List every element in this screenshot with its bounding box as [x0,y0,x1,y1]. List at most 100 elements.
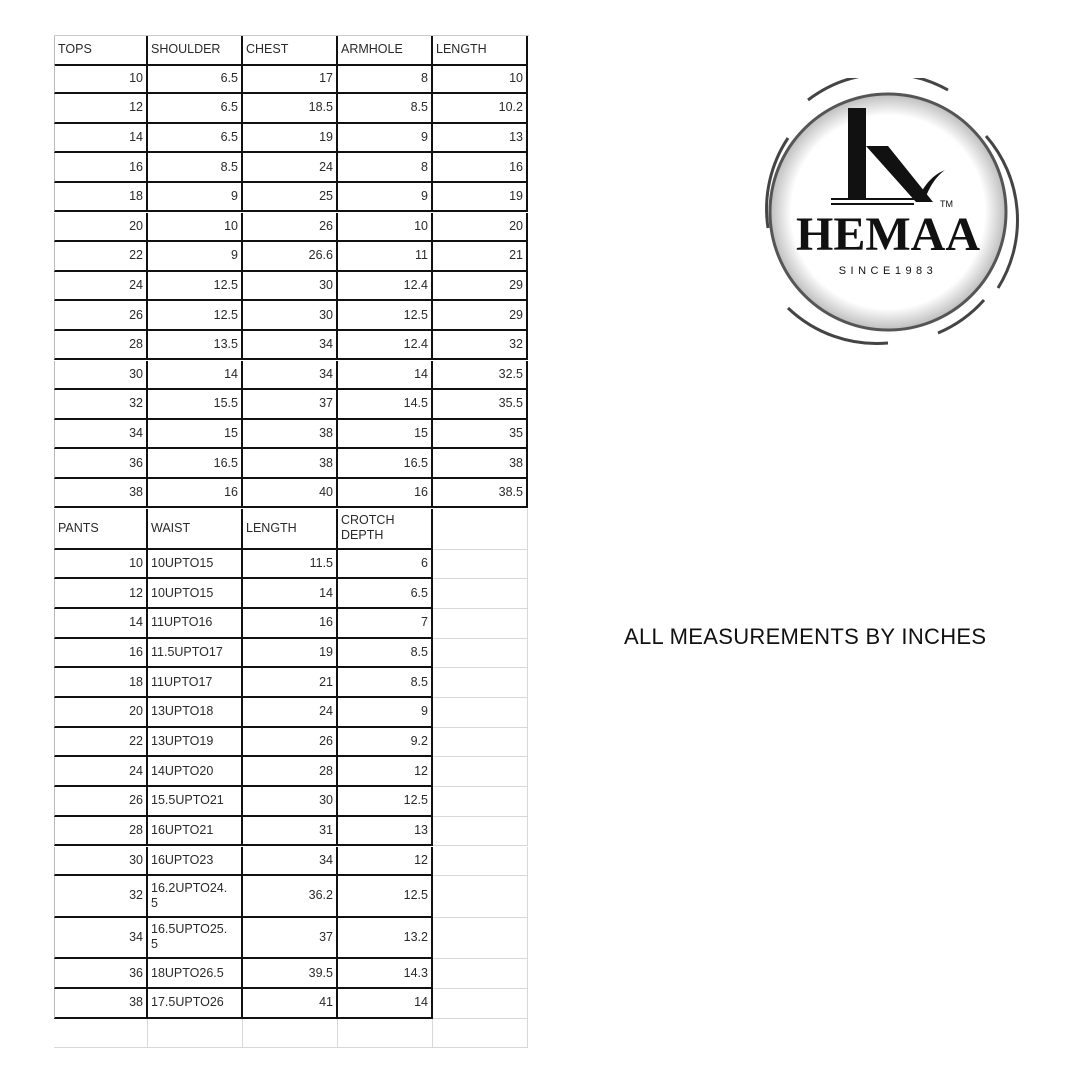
table-cell: 35 [433,419,528,450]
table-cell: 13.2 [338,917,433,960]
table-cell: 34 [54,917,148,960]
pants-row: 28 16UPTO21 31 13 [54,816,529,847]
table-cell: 13UPTO19 [148,727,243,758]
tops-row: 14 6.5 19 9 13 [54,123,529,154]
table-cell: 6.5 [148,64,243,95]
table-cell: 26 [243,727,338,758]
table-cell: 38 [433,449,528,479]
table-cell: 24 [54,271,148,302]
table-cell: 19 [243,638,338,669]
svg-text:TM: TM [940,199,953,209]
hemaa-logo: TM HEMAA SINCE1983 [765,78,1019,345]
table-cell: 12.5 [148,301,243,331]
table-cell: 32 [54,876,148,918]
table-cell: 32.5 [433,360,528,391]
table-cell: 9.2 [338,727,433,758]
table-cell: 18.5 [243,94,338,124]
table-cell: 30 [54,846,148,877]
table-cell: 16 [148,478,243,509]
table-cell: 28 [54,330,148,361]
tops-row: 20 10 26 10 20 [54,212,529,243]
empty-cell [433,549,528,580]
table-cell: 29 [433,301,528,331]
table-cell: 12 [54,579,148,609]
table-cell: 16 [338,478,433,509]
column-header: LENGTH [433,36,528,66]
table-cell: 18UPTO26.5 [148,959,243,989]
table-cell: 9 [148,182,243,213]
table-cell: 24 [243,698,338,728]
table-cell: 37 [243,917,338,960]
table-cell: 14 [243,579,338,609]
tops-row: 28 13.5 34 12.4 32 [54,330,529,361]
column-header: CROTCH DEPTH [338,508,433,550]
pants-row: 36 18UPTO26.5 39.5 14.3 [54,959,529,989]
table-cell: 22 [54,242,148,272]
table-cell: 26 [243,212,338,243]
table-cell: 13 [338,816,433,847]
empty-cell [433,988,528,1019]
empty-cell [433,727,528,758]
table-cell: 13 [433,123,528,154]
table-cell: 17 [243,64,338,95]
table-cell: 39.5 [243,959,338,989]
table-cell: 34 [243,360,338,391]
pants-row: 20 13UPTO18 24 9 [54,698,529,728]
table-cell: 38 [243,419,338,450]
table-cell: 26.6 [243,242,338,272]
table-cell: 16 [433,153,528,183]
table-cell: 16 [54,153,148,183]
table-cell: 9 [338,123,433,154]
table-cell: 6.5 [148,123,243,154]
table-cell: 34 [54,419,148,450]
table-cell: 16 [243,608,338,639]
table-cell: 41 [243,988,338,1019]
table-cell: 36.2 [243,876,338,918]
svg-text:SINCE1983: SINCE1983 [839,265,938,277]
table-cell: 28 [54,816,148,847]
tops-row: 16 8.5 24 8 16 [54,153,529,183]
tops-row: 32 15.5 37 14.5 35.5 [54,390,529,420]
tops-row: 26 12.5 30 12.5 29 [54,301,529,331]
empty-cell [433,846,528,877]
table-cell: 38 [54,478,148,509]
table-cell: 16.5UPTO25.5 [148,917,243,960]
pants-row: 10 10UPTO15 11.5 6 [54,549,529,580]
pants-header-row: PANTS WAIST LENGTH CROTCH DEPTH [54,508,529,550]
tops-row: 10 6.5 17 8 10 [54,64,529,95]
table-cell: 6.5 [148,94,243,124]
tops-row: 34 15 38 15 35 [54,419,529,450]
pants-row: 38 17.5UPTO26 41 14 [54,988,529,1019]
table-cell: 15.5 [148,390,243,420]
table-cell: 28 [243,757,338,788]
empty-cell [433,917,528,960]
pants-row: 30 16UPTO23 34 12 [54,846,529,877]
table-cell: 10UPTO15 [148,579,243,609]
table-cell: 12 [338,757,433,788]
table-cell: 32 [433,330,528,361]
pants-row: 12 10UPTO15 14 6.5 [54,579,529,609]
table-cell: 12.5 [338,301,433,331]
table-cell: 26 [54,787,148,817]
table-cell: 8.5 [338,638,433,669]
empty-cell [243,1018,338,1048]
table-cell: 14UPTO20 [148,757,243,788]
table-cell: 8.5 [338,94,433,124]
table-cell: 14 [338,988,433,1019]
table-cell: 14 [338,360,433,391]
table-cell: 15.5UPTO21 [148,787,243,817]
pants-row: 24 14UPTO20 28 12 [54,757,529,788]
table-cell: 10 [148,212,243,243]
table-cell: 35.5 [433,390,528,420]
table-cell: 9 [338,698,433,728]
table-cell: 34 [243,846,338,877]
table-cell: 16UPTO21 [148,816,243,847]
tops-row: 22 9 26.6 11 21 [54,242,529,272]
empty-cell [148,1018,243,1048]
table-cell: 11UPTO16 [148,608,243,639]
measurement-note: ALL MEASUREMENTS BY INCHES [624,624,987,649]
column-header: CHEST [243,36,338,66]
table-cell: 14.3 [338,959,433,989]
empty-cell [433,638,528,669]
empty-cell [433,757,528,788]
